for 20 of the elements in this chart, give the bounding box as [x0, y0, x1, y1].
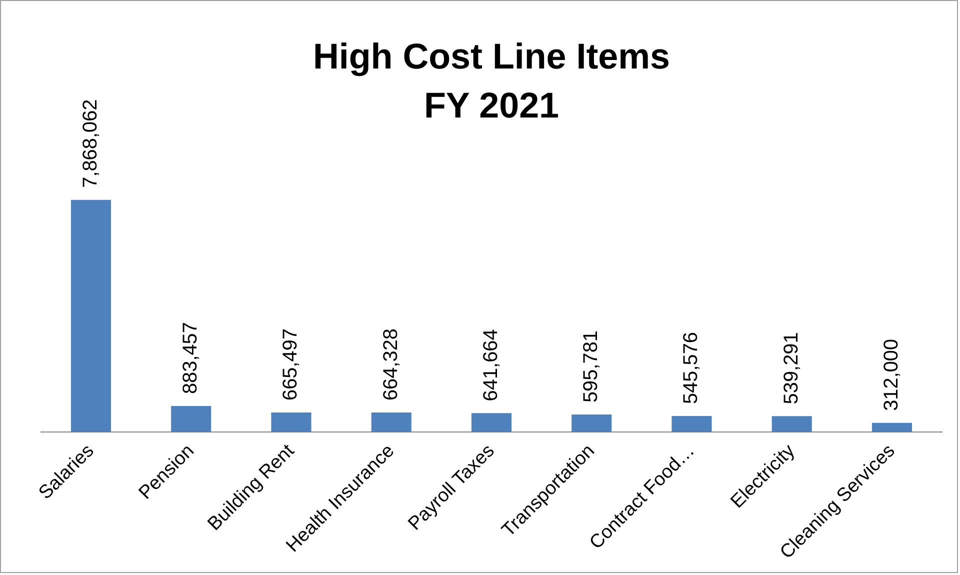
bar [672, 416, 712, 432]
data-label: 883,457 [180, 322, 202, 394]
data-label: 7,868,062 [79, 99, 102, 188]
chart-subtitle: FY 2021 [424, 85, 560, 126]
bar [171, 406, 212, 432]
data-label: 665,497 [280, 328, 302, 400]
data-label: 539,291 [780, 332, 802, 404]
bar [371, 412, 412, 432]
chart-title: High Cost Line Items [312, 36, 670, 76]
data-label: 545,576 [680, 332, 702, 404]
data-label: 595,781 [580, 330, 602, 403]
bar [572, 414, 612, 432]
bar [872, 422, 912, 432]
data-label: 664,328 [380, 328, 402, 401]
bar [271, 412, 312, 432]
data-label: 641,664 [480, 329, 502, 402]
bar [70, 200, 112, 432]
data-label: 312,000 [880, 338, 902, 411]
bar [772, 416, 812, 432]
bar [471, 413, 512, 432]
